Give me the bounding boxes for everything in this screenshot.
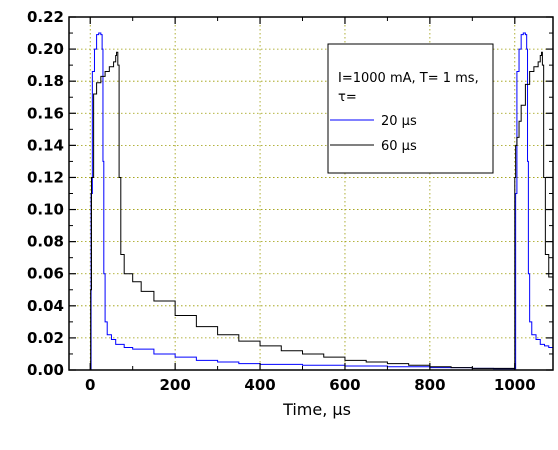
series-lines: [88, 32, 553, 370]
y-tick-label: 0.08: [27, 233, 64, 251]
legend-label-series-2: 60 µs: [381, 139, 417, 154]
series-line-1: [88, 32, 553, 370]
x-tick-label: 200: [159, 376, 190, 394]
y-tick-label: 0.06: [27, 265, 64, 283]
x-tick-label: 0: [85, 376, 95, 394]
x-axis-title: Time, µs: [282, 400, 351, 419]
y-tick-label: 0.00: [27, 361, 64, 379]
legend-box: [327, 43, 494, 174]
x-tick-label: 1000: [494, 376, 536, 394]
y-tick-label: 0.12: [27, 168, 64, 186]
legend-label-series-1: 20 µs: [381, 114, 417, 129]
y-tick-label: 0.18: [27, 72, 64, 90]
y-tick-label: 0.02: [27, 329, 64, 347]
y-tick-label: 0.20: [27, 40, 64, 58]
legend: I=1000 mA, T= 1 ms, τ= 20 µs 60 µs: [327, 43, 494, 174]
legend-header-line2: τ=: [338, 90, 357, 105]
y-tick-label: 0.10: [27, 201, 64, 219]
axis-ticks: 0 200 400 600 800 1000 0.00 0.02 0.04 0.06 0.08 0.1…: [27, 8, 553, 394]
y-tick-label: 0.16: [27, 104, 64, 122]
y-tick-label: 0.14: [27, 136, 64, 154]
series-line-2: [88, 51, 553, 370]
x-tick-label: 600: [329, 376, 360, 394]
x-tick-label: 800: [414, 376, 445, 394]
y-tick-label: 0.22: [27, 8, 64, 26]
y-tick-label: 0.04: [27, 297, 64, 315]
legend-header-line1: I=1000 mA, T= 1 ms,: [338, 71, 479, 86]
x-tick-label: 400: [244, 376, 275, 394]
